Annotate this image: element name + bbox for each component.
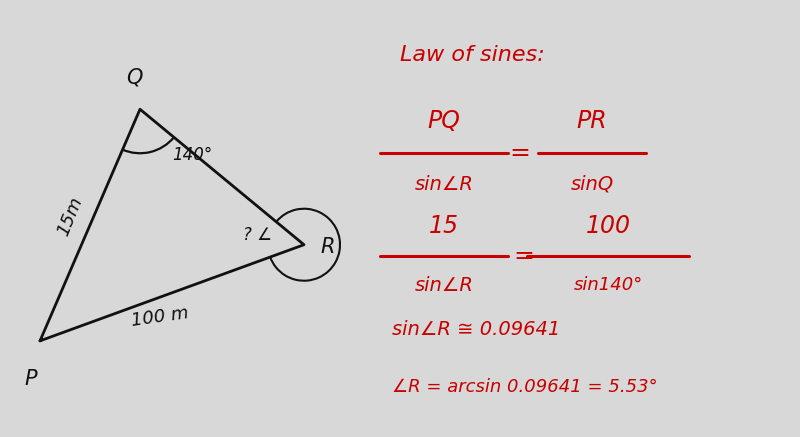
Text: =: = (514, 244, 534, 267)
Text: 100: 100 (586, 214, 630, 238)
Text: Q: Q (126, 67, 142, 87)
Text: PR: PR (577, 110, 607, 133)
Text: ∠R = arcsin 0.09641 = 5.53°: ∠R = arcsin 0.09641 = 5.53° (392, 378, 658, 396)
Text: 15: 15 (429, 214, 459, 238)
Text: sin∠R: sin∠R (414, 175, 474, 194)
Text: ? ∠: ? ∠ (243, 226, 272, 244)
Text: Law of sines:: Law of sines: (400, 45, 545, 65)
Text: sin∠R: sin∠R (414, 276, 474, 295)
Text: PQ: PQ (427, 110, 461, 133)
Text: sin140°: sin140° (574, 276, 642, 295)
Text: 140°: 140° (172, 146, 212, 164)
Text: R: R (320, 237, 334, 257)
Text: 15m: 15m (54, 194, 86, 239)
Text: =: = (510, 141, 530, 165)
Text: 100 m: 100 m (130, 304, 190, 330)
Text: sin∠R ≅ 0.09641: sin∠R ≅ 0.09641 (392, 320, 560, 340)
Text: sinQ: sinQ (570, 175, 614, 194)
Text: P: P (24, 369, 37, 389)
